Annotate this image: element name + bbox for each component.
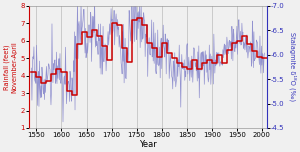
Y-axis label: Stalagmite δ¹⁸O (‰): Stalagmite δ¹⁸O (‰) bbox=[289, 32, 296, 102]
Y-axis label: Rainfall (feet)
November-April: Rainfall (feet) November-April bbox=[4, 41, 17, 93]
X-axis label: Year: Year bbox=[139, 140, 157, 149]
